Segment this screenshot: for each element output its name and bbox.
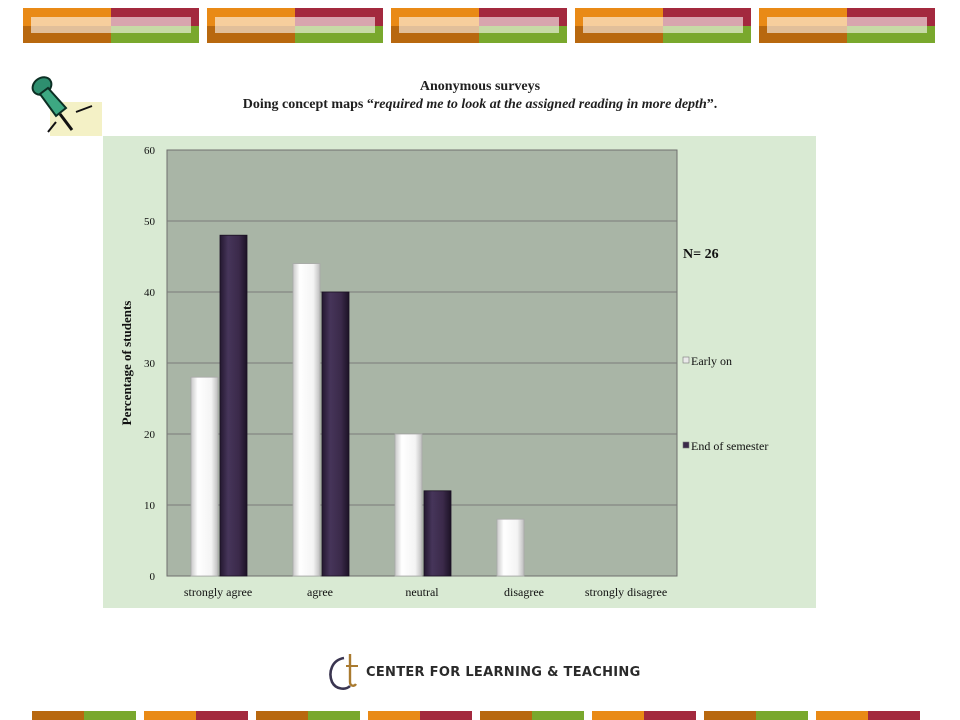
n-annotation: N= 26 bbox=[683, 247, 719, 262]
band-tile bbox=[144, 711, 248, 720]
slide-title: Anonymous surveys Doing concept maps “re… bbox=[100, 78, 860, 114]
legend: Early on End of semester bbox=[682, 354, 768, 453]
band-tile bbox=[592, 711, 696, 720]
band-tile bbox=[480, 711, 584, 720]
chart-panel: 0 10 20 30 40 50 60 strongly agree agree neutral… bbox=[103, 136, 816, 608]
band-tile bbox=[368, 711, 472, 720]
x-tick-label: strongly agree bbox=[184, 585, 252, 599]
x-tick-label: disagree bbox=[504, 585, 544, 599]
bar-end-of-semester bbox=[219, 234, 248, 577]
title-line-2-quote: required me to look at the assigned read… bbox=[373, 97, 707, 112]
x-tick-label: agree bbox=[307, 585, 333, 599]
y-tick-label: 60 bbox=[144, 145, 156, 157]
band-tile bbox=[759, 8, 935, 43]
band-tile bbox=[575, 8, 751, 43]
band-tile bbox=[256, 711, 360, 720]
pushpin-icon bbox=[31, 76, 102, 136]
center-logo: CENTER FOR LEARNING & TEACHING bbox=[326, 652, 640, 692]
bar-early-on bbox=[496, 518, 525, 577]
title-line-1: Anonymous surveys bbox=[419, 79, 541, 94]
ct-logo-icon bbox=[329, 654, 358, 690]
x-axis-ticks: strongly agree agree neutral disagree strong… bbox=[184, 585, 667, 599]
top-decorative-band bbox=[0, 8, 960, 43]
legend-label: End of semester bbox=[691, 439, 768, 453]
title-line-2: Doing concept maps “required me to look … bbox=[100, 96, 860, 114]
band-tile bbox=[704, 711, 808, 720]
band-tile bbox=[32, 711, 136, 720]
title-line-2-suffix: ”. bbox=[706, 97, 718, 112]
bars bbox=[190, 234, 525, 577]
bar-chart: 0 10 20 30 40 50 60 strongly agree agree neutral… bbox=[119, 145, 768, 599]
title-line-2-prefix: Doing concept maps “ bbox=[242, 97, 374, 112]
bar-early-on bbox=[394, 433, 423, 577]
y-tick-label: 0 bbox=[150, 571, 156, 583]
bar-early-on bbox=[190, 376, 219, 577]
bar-end-of-semester bbox=[321, 291, 350, 577]
y-axis-label: Percentage of students bbox=[119, 301, 134, 426]
y-tick-label: 50 bbox=[144, 216, 156, 228]
bar-early-on bbox=[292, 263, 321, 577]
band-tile bbox=[207, 8, 383, 43]
y-tick-label: 10 bbox=[144, 500, 156, 512]
x-tick-label: neutral bbox=[405, 585, 439, 599]
y-tick-label: 30 bbox=[144, 358, 156, 370]
legend-swatch bbox=[682, 441, 690, 449]
legend-swatch bbox=[682, 356, 690, 364]
band-tile bbox=[23, 8, 199, 43]
band-tile bbox=[391, 8, 567, 43]
y-axis-ticks: 0 10 20 30 40 50 60 bbox=[144, 145, 156, 583]
bottom-decorative-band bbox=[0, 711, 960, 720]
x-tick-label: strongly disagree bbox=[585, 585, 667, 599]
bar-end-of-semester bbox=[423, 490, 452, 577]
legend-label: Early on bbox=[691, 354, 732, 368]
y-tick-label: 40 bbox=[144, 287, 156, 299]
logo-text: CENTER FOR LEARNING & TEACHING bbox=[366, 665, 641, 680]
band-tile bbox=[816, 711, 920, 720]
y-tick-label: 20 bbox=[144, 429, 156, 441]
